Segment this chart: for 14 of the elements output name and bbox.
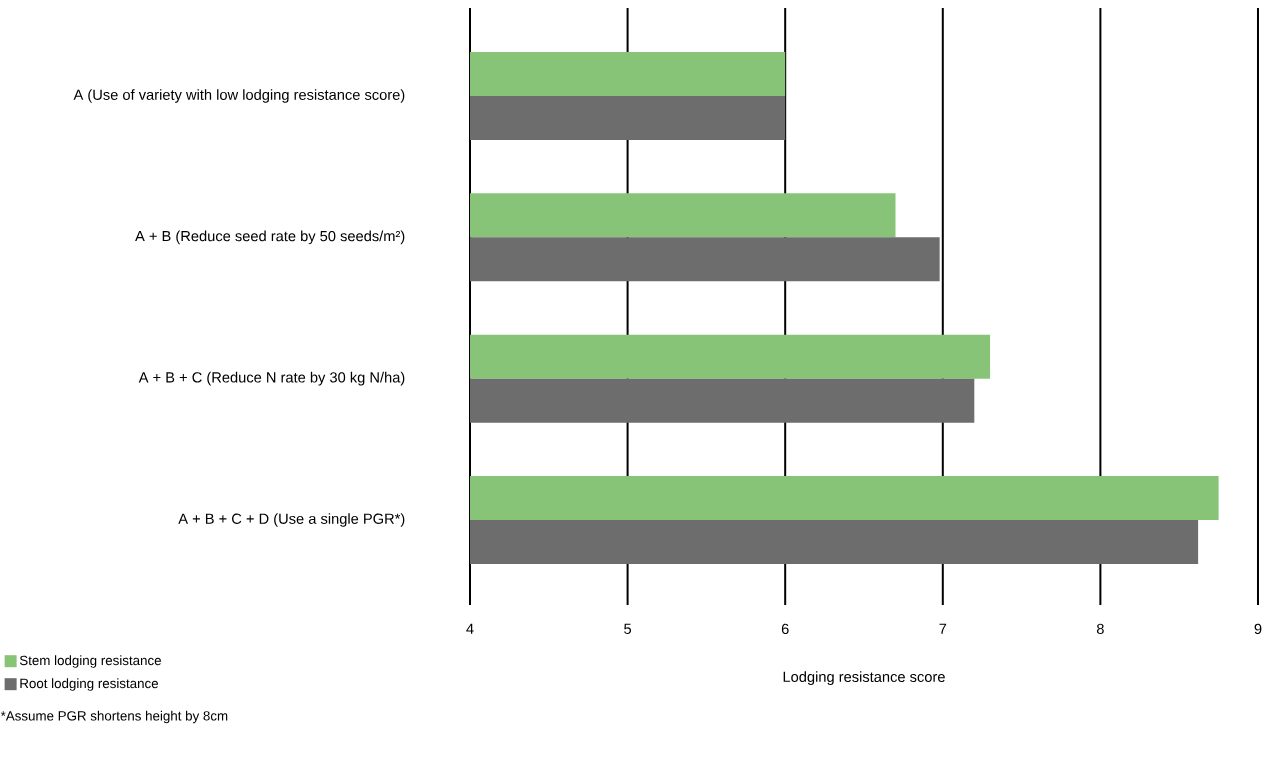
x-tick-label: 4: [466, 623, 474, 634]
legend-label: Stem lodging resistance: [19, 655, 161, 668]
y-tick-label: A + B + C (Reduce N rate by 30 kg N/ha): [138, 371, 405, 386]
x-tick-label: 7: [939, 623, 947, 634]
y-tick-label: A + B (Reduce seed rate by 50 seeds/m²): [135, 230, 405, 245]
x-tick-label: 9: [1254, 623, 1262, 635]
x-tick-label: 5: [624, 623, 632, 634]
y-tick-label: A + B + C + D (Use a single PGR*): [178, 513, 405, 527]
x-tick-label: 6: [781, 623, 789, 635]
y-tick-label: A (Use of variety with low lodging resistance score): [73, 89, 405, 103]
x-axis-title: Lodging resistance score: [783, 671, 945, 685]
legend-label: Root lodging resistance: [20, 678, 158, 691]
text: *Assume PGR shortens height by 8cm: [0, 710, 228, 724]
x-tick-label: 8: [1096, 623, 1104, 635]
